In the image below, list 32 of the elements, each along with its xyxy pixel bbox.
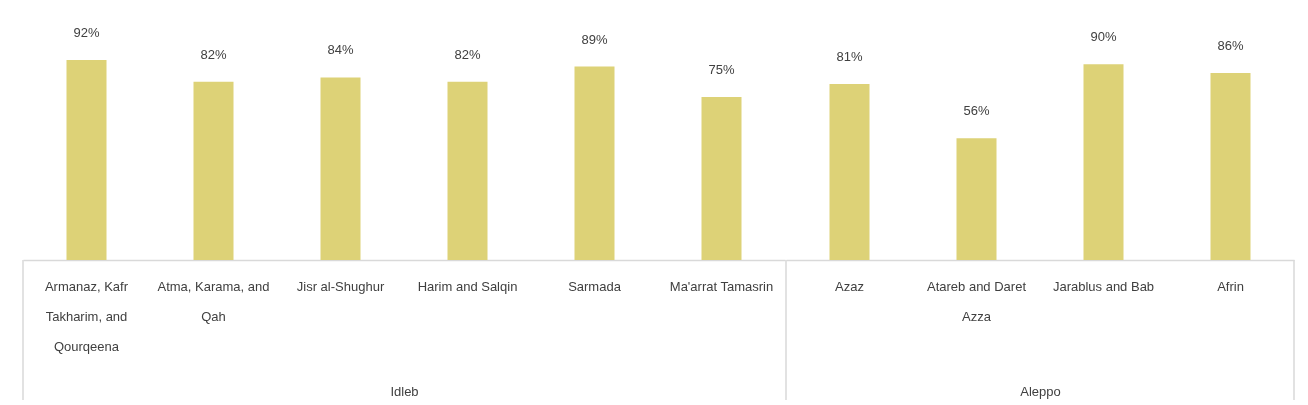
- x-tick-label: Jarablus and Bab: [1052, 278, 1155, 294]
- x-tick-label: Harim and Salqin: [417, 278, 518, 294]
- data-label: 86%: [1217, 38, 1244, 54]
- data-label: 82%: [454, 46, 481, 62]
- bar: [66, 60, 107, 260]
- x-tick-label: Sarmada: [568, 278, 622, 294]
- x-tick-label: Armanaz, Kafr Takharim, and Qourqeena: [44, 278, 129, 354]
- data-label: 92%: [73, 25, 100, 40]
- data-label: 90%: [1090, 29, 1117, 45]
- bar: [574, 66, 615, 260]
- x-tick-label: Azaz: [835, 278, 864, 294]
- x-axis-title: Idleb: [390, 383, 419, 399]
- bar: [193, 81, 234, 260]
- bar: [1083, 64, 1124, 260]
- bar: [829, 83, 870, 260]
- data-label: 56%: [963, 103, 990, 119]
- data-label: 75%: [708, 61, 735, 77]
- bar: [701, 96, 742, 260]
- x-axis-title: Aleppo: [1020, 383, 1061, 399]
- bar: [447, 81, 488, 260]
- data-label: 82%: [200, 46, 227, 62]
- x-tick-label: Atareb and Daret Azza: [926, 278, 1027, 324]
- bar: [956, 138, 997, 260]
- bar: [1210, 73, 1251, 260]
- data-label: 84%: [327, 42, 354, 58]
- x-tick-label: Afrin: [1217, 278, 1244, 294]
- x-tick-label: Jisr al-Shughur: [296, 278, 385, 294]
- data-label: 89%: [581, 31, 608, 47]
- data-label: 81%: [836, 48, 863, 64]
- bar: [320, 77, 361, 260]
- x-tick-label: Ma'arrat Tamasrin: [669, 278, 774, 294]
- x-tick-label: Atma, Karama, and Qah: [157, 278, 270, 324]
